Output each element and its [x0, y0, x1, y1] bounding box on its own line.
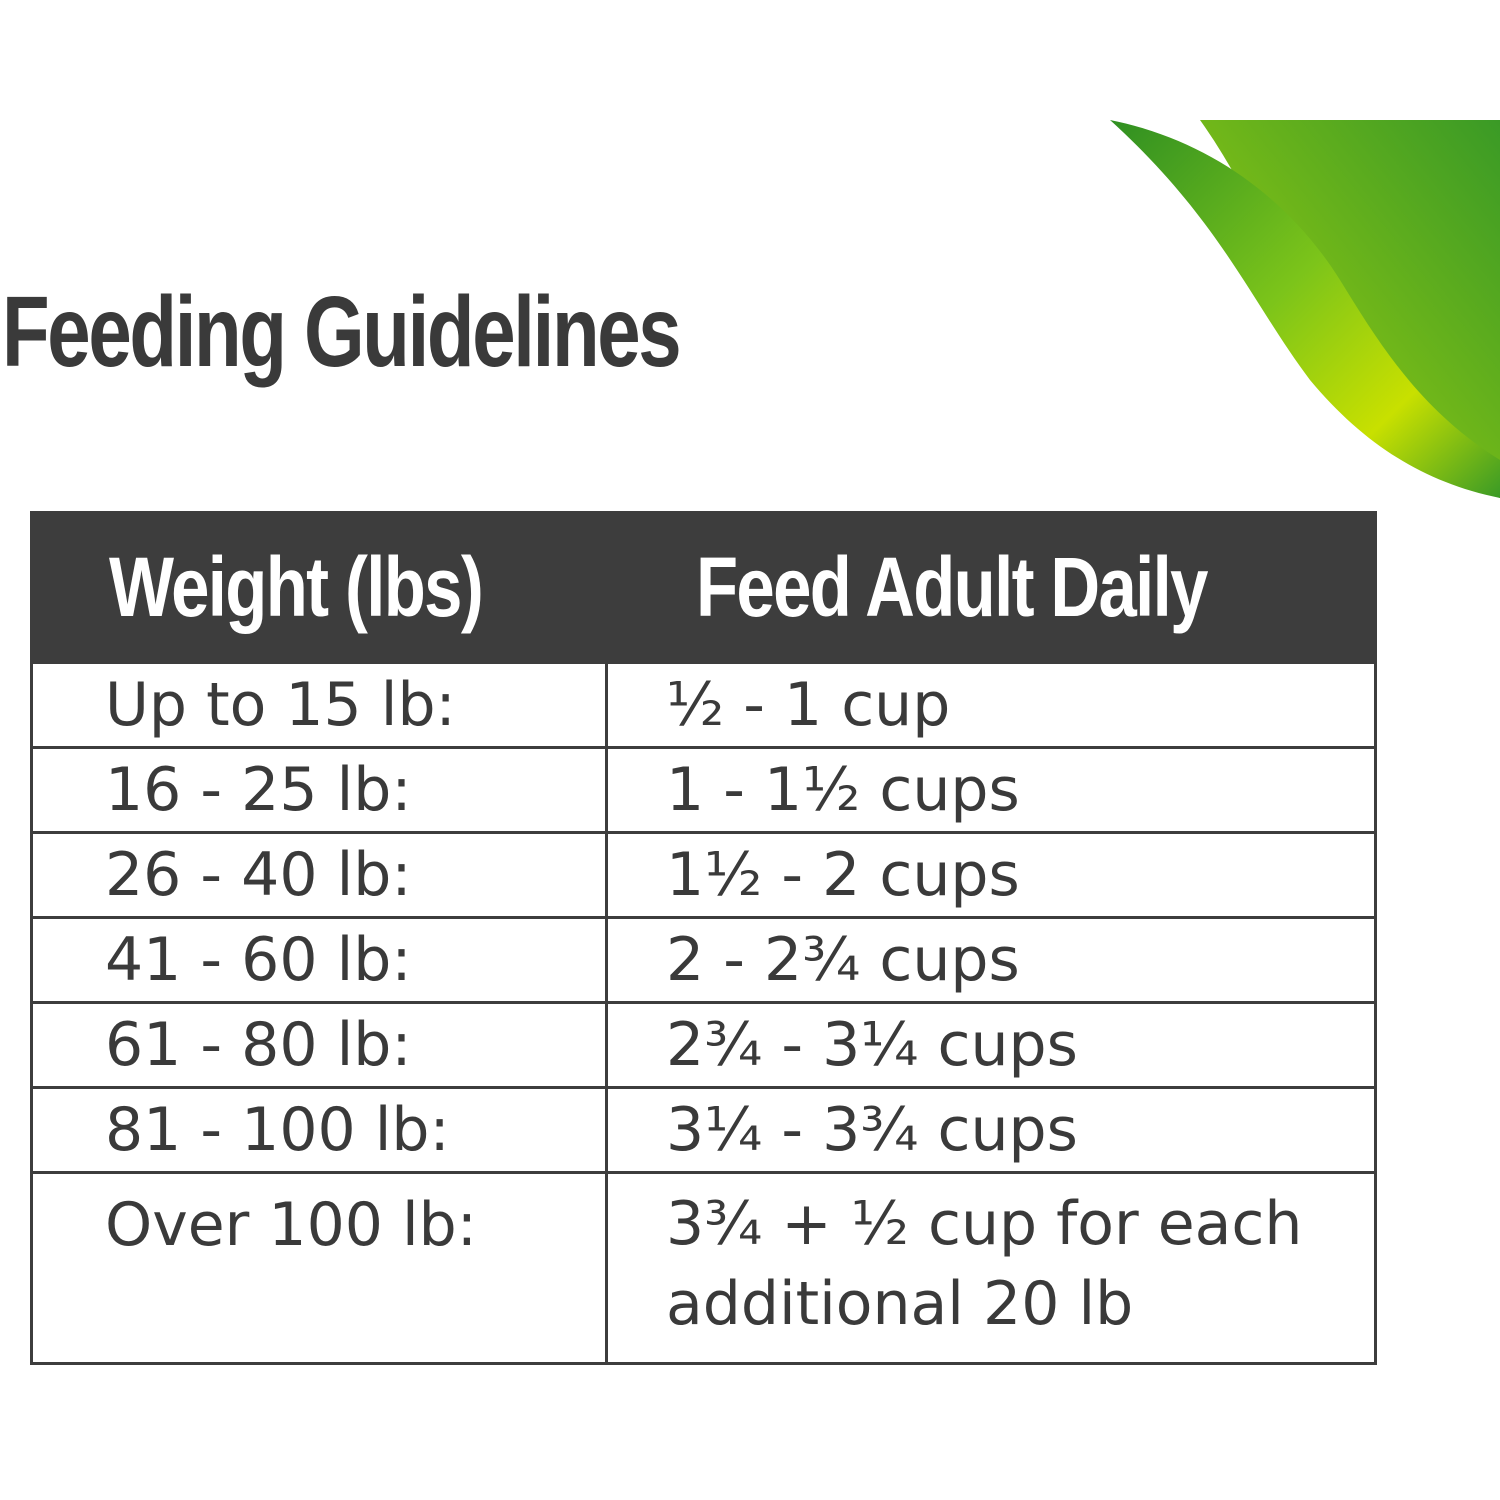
- table-row: 26 - 40 lb: 1½ - 2 cups: [30, 831, 1377, 919]
- column-header-feed-label: Feed Adult Daily: [696, 540, 1208, 634]
- amount-cell: 2 - 2¾ cups: [605, 916, 1377, 1004]
- weight-cell: 81 - 100 lb:: [30, 1086, 608, 1174]
- table-row: 61 - 80 lb: 2¾ - 3¼ cups: [30, 1001, 1377, 1089]
- amount-cell: 3¾ + ½ cup for each additional 20 lb: [605, 1171, 1377, 1365]
- table-row: 81 - 100 lb: 3¼ - 3¾ cups: [30, 1086, 1377, 1174]
- column-header-weight: Weight (lbs): [30, 511, 608, 664]
- page-title: Feeding Guidelines: [2, 276, 682, 388]
- weight-cell: 26 - 40 lb:: [30, 831, 608, 919]
- weight-cell: Over 100 lb:: [30, 1171, 608, 1365]
- leaf-front: [1110, 120, 1500, 498]
- weight-cell: Up to 15 lb:: [30, 661, 608, 749]
- column-header-weight-label: Weight (lbs): [109, 540, 484, 634]
- column-header-feed: Feed Adult Daily: [605, 511, 1377, 664]
- amount-cell: ½ - 1 cup: [605, 661, 1377, 749]
- table-header-row: Weight (lbs) Feed Adult Daily: [30, 511, 1377, 664]
- table-row: Up to 15 lb: ½ - 1 cup: [30, 661, 1377, 749]
- amount-cell: 1½ - 2 cups: [605, 831, 1377, 919]
- weight-cell: 61 - 80 lb:: [30, 1001, 608, 1089]
- table-row: Over 100 lb: 3¾ + ½ cup for each additio…: [30, 1171, 1377, 1365]
- weight-cell: 41 - 60 lb:: [30, 916, 608, 1004]
- amount-cell: 1 - 1½ cups: [605, 746, 1377, 834]
- amount-cell: 3¼ - 3¾ cups: [605, 1086, 1377, 1174]
- table-row: 41 - 60 lb: 2 - 2¾ cups: [30, 916, 1377, 1004]
- amount-cell: 2¾ - 3¼ cups: [605, 1001, 1377, 1089]
- feeding-table: Weight (lbs) Feed Adult Daily Up to 15 l…: [30, 511, 1377, 1365]
- table-row: 16 - 25 lb: 1 - 1½ cups: [30, 746, 1377, 834]
- weight-cell: 16 - 25 lb:: [30, 746, 608, 834]
